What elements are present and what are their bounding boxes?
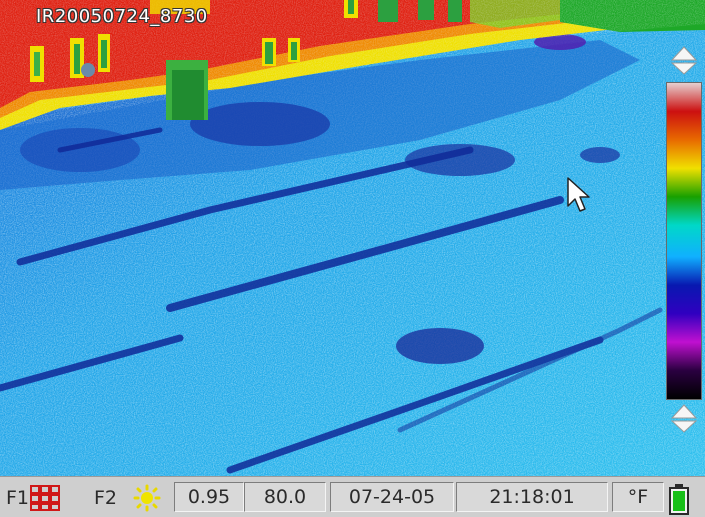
emissivity-field[interactable]: 0.95 xyxy=(174,482,244,512)
thermal-image xyxy=(0,0,705,476)
f2-key-label[interactable]: F2 xyxy=(94,487,118,509)
unit-field[interactable]: °F xyxy=(612,482,664,512)
f1-key-label[interactable]: F1 xyxy=(6,487,30,509)
time-field[interactable]: 21:18:01 xyxy=(456,482,608,512)
status-bar: F1 F2 0.95 80.0 07-24-05 21:18:01 °F xyxy=(0,476,705,517)
scale-down-arrow-icon[interactable] xyxy=(668,402,700,434)
cursor-arrow-icon xyxy=(567,177,590,212)
scale-up-arrow-icon[interactable] xyxy=(668,44,700,76)
date-field[interactable]: 07-24-05 xyxy=(330,482,454,512)
reflected-temp-field[interactable]: 80.0 xyxy=(244,482,326,512)
battery-icon xyxy=(669,484,689,515)
palette-scale[interactable] xyxy=(666,82,702,400)
image-name-label: IR20050724_8730 xyxy=(36,6,208,27)
thermal-viewport[interactable]: IR20050724_8730 xyxy=(0,0,705,476)
grid-icon[interactable] xyxy=(30,485,60,511)
sun-icon[interactable] xyxy=(132,484,162,512)
